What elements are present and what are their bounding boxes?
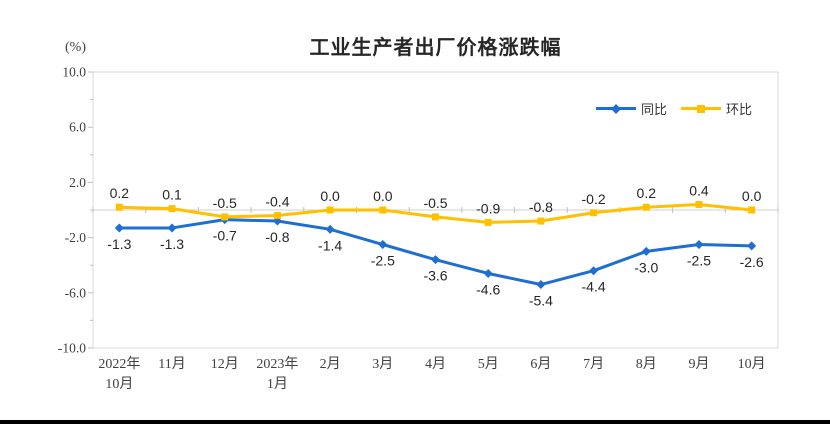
data-point-mom — [695, 200, 703, 208]
x-axis-tick-label: 2022年 10月 — [98, 356, 140, 392]
data-label-yoy: -3.0 — [634, 259, 658, 275]
x-axis-tick-label: 11月 — [158, 356, 185, 372]
chart-title: 工业生产者出厂价格涨跌幅 — [309, 37, 562, 59]
x-axis-tick-label: 8月 — [636, 356, 657, 372]
x-axis-tick-label: 10月 — [738, 356, 766, 372]
x-axis-tick-label: 6月 — [530, 356, 551, 372]
data-point-yoy — [114, 223, 124, 233]
data-point-yoy — [431, 255, 440, 265]
legend-marker-mom — [697, 104, 706, 113]
data-label-yoy: -2.6 — [740, 254, 764, 270]
data-point-yoy — [325, 224, 335, 234]
data-label-mom: -0.9 — [476, 200, 500, 216]
data-point-yoy — [589, 266, 599, 276]
data-label-yoy: -0.7 — [213, 228, 237, 244]
data-point-mom — [168, 205, 176, 213]
data-point-yoy — [747, 241, 757, 251]
data-point-yoy — [167, 223, 177, 233]
x-axis-tick-label: 3月 — [372, 356, 393, 372]
x-axis-tick-label: 7月 — [583, 356, 604, 372]
data-label-yoy: -1.3 — [107, 236, 131, 252]
y-axis-tick-label: 6.0 — [69, 120, 86, 135]
x-axis-tick-label: 5月 — [478, 356, 499, 372]
data-point-yoy — [378, 240, 388, 249]
data-point-mom — [115, 203, 123, 211]
data-label-mom: 0.0 — [373, 188, 393, 204]
data-label-mom: -0.4 — [265, 194, 289, 210]
x-axis-tick-label: 4月 — [425, 356, 446, 372]
y-axis-unit-label: (%) — [65, 40, 86, 55]
legend-item-yoy: 同比 — [596, 99, 667, 118]
x-axis-tick-label: 2月 — [320, 356, 341, 372]
data-point-mom — [590, 209, 598, 217]
data-point-yoy — [483, 268, 493, 278]
y-axis-tick-label: -6.0 — [65, 285, 87, 300]
data-point-mom — [537, 217, 545, 225]
data-label-yoy: -0.8 — [265, 229, 289, 245]
data-label-yoy: -4.4 — [582, 279, 606, 295]
y-axis-tick-label: -2.0 — [65, 230, 87, 245]
data-point-yoy — [536, 280, 546, 290]
data-label-mom: 0.0 — [742, 188, 762, 204]
data-point-mom — [379, 206, 387, 214]
data-label-yoy: -2.5 — [371, 253, 395, 269]
data-label-mom: 0.1 — [162, 187, 182, 203]
data-label-yoy: -2.5 — [687, 253, 711, 269]
data-point-mom — [642, 203, 650, 211]
data-point-mom — [326, 206, 334, 214]
data-point-mom — [432, 213, 439, 221]
data-point-mom — [748, 206, 756, 214]
data-point-yoy — [641, 246, 651, 256]
data-label-mom: -0.5 — [213, 195, 237, 211]
data-point-mom — [273, 212, 281, 220]
y-axis-tick-label: -10.0 — [58, 341, 86, 356]
data-label-mom: -0.2 — [582, 191, 606, 207]
data-label-mom: 0.2 — [110, 185, 130, 201]
data-label-yoy: -1.3 — [160, 236, 184, 252]
data-label-yoy: -3.6 — [423, 268, 447, 284]
y-axis-tick-label: 10.0 — [62, 65, 86, 80]
x-axis-tick-label: 2023年 1月 — [256, 356, 298, 392]
data-label-yoy: -1.4 — [318, 237, 342, 253]
data-label-mom: -0.8 — [529, 199, 553, 215]
data-point-mom — [484, 218, 492, 226]
legend-line-sample-mom — [681, 104, 722, 113]
x-axis-tick-label: 9月 — [688, 356, 709, 372]
data-label-mom: 0.2 — [637, 185, 657, 201]
data-label-yoy: -5.4 — [529, 293, 553, 309]
data-point-yoy — [694, 240, 704, 249]
legend-item-mom: 环比 — [681, 99, 752, 118]
x-axis-tick-label: 12月 — [211, 356, 239, 372]
data-label-mom: -0.5 — [423, 195, 447, 211]
legend-line-sample-yoy — [596, 103, 636, 114]
data-label-mom: 0.4 — [689, 182, 709, 198]
legend-label-mom: 环比 — [726, 102, 753, 117]
data-label-yoy: -4.6 — [476, 281, 500, 297]
legend-label-yoy: 同比 — [641, 102, 668, 117]
legend: 同比 环比 — [596, 99, 752, 118]
footer-divider-bar — [0, 420, 830, 424]
y-axis-tick-label: 2.0 — [69, 175, 86, 190]
data-label-mom: 0.0 — [320, 188, 340, 204]
data-point-mom — [221, 213, 229, 221]
